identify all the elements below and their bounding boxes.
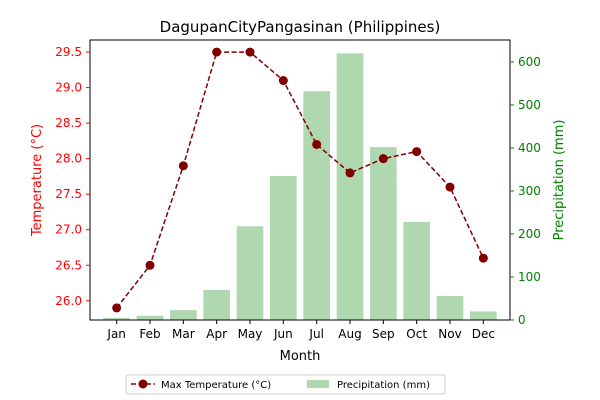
x-axis-label: Month xyxy=(280,349,321,364)
temperature-point-nov xyxy=(445,182,455,192)
x-tick-label: Aug xyxy=(338,327,361,341)
temperature-point-jun xyxy=(278,76,288,86)
y-right-tick-label: 300 xyxy=(518,184,541,198)
temperature-point-oct xyxy=(412,147,422,157)
y-right-tick-label: 600 xyxy=(518,55,541,69)
x-tick-label: Apr xyxy=(206,327,227,341)
y-left-tick-label: 29.5 xyxy=(55,45,82,59)
precipitation-bar-apr xyxy=(203,289,230,320)
x-tick-label: Nov xyxy=(438,327,461,341)
temperature-point-dec xyxy=(478,253,488,263)
precipitation-bar-aug xyxy=(336,53,364,320)
plot-frame xyxy=(89,39,511,321)
chart-title: DagupanCityPangasinan (Philippines) xyxy=(160,18,441,36)
precipitation-bar-mar xyxy=(170,310,197,320)
x-tick-label: Mar xyxy=(172,327,195,341)
x-tick-label: Oct xyxy=(406,327,427,341)
precipitation-bar-nov xyxy=(436,295,464,320)
y-right-tick-label: 500 xyxy=(518,98,541,112)
y-left-tick-label: 27.0 xyxy=(55,223,82,237)
y-left-tick-label: 29.0 xyxy=(55,81,82,95)
x-tick-label: Jun xyxy=(273,327,293,341)
temperature-line xyxy=(116,51,485,309)
x-tick-label: Sep xyxy=(372,327,395,341)
temperature-point-aug xyxy=(345,168,355,178)
precipitation-bar-sep xyxy=(370,147,397,320)
precipitation-bar-feb xyxy=(136,315,164,320)
legend: Max Temperature (°C) Precipitation (mm) xyxy=(125,374,446,395)
y-right-tick-label: 400 xyxy=(518,141,541,155)
y-right-tick-label: 0 xyxy=(518,313,526,327)
legend-frame xyxy=(125,374,446,395)
y-left-tick-label: 26.5 xyxy=(55,258,82,272)
temperature-point-jan xyxy=(112,303,122,313)
precipitation-bar-dec xyxy=(470,311,497,320)
y-left-tick-label: 26.0 xyxy=(55,294,82,308)
x-tick-label: Jul xyxy=(308,327,323,341)
precipitation-bar-jul xyxy=(303,91,330,320)
temperature-point-may xyxy=(245,47,255,57)
x-tick-label: Jan xyxy=(106,327,126,341)
y-axis-left: 26.0 26.5 27.0 27.5 28.0 28.5 29.0 29.5 xyxy=(55,45,90,308)
legend-temperature-marker xyxy=(138,379,148,389)
precipitation-bar-oct xyxy=(403,221,430,320)
precipitation-bar-may xyxy=(236,226,264,320)
temperature-line-series xyxy=(112,47,488,313)
y-axis-right-label: Precipitation (mm) xyxy=(552,120,567,241)
precipitation-bars xyxy=(103,53,497,320)
precipitation-bar-jun xyxy=(270,175,297,320)
precipitation-bar-jan xyxy=(103,317,130,320)
y-axis-right: 0 100 200 300 400 500 600 xyxy=(510,55,541,327)
y-axis-left-label: Temperature (°C) xyxy=(30,124,45,237)
x-tick-label: Feb xyxy=(139,327,160,341)
legend-precipitation-swatch xyxy=(307,380,329,388)
x-axis: Jan Feb Mar Apr May Jun Jul Aug Sep Oct Nov Dec xyxy=(106,320,495,341)
y-left-tick-label: 28.0 xyxy=(55,152,82,166)
temperature-point-jul xyxy=(312,139,322,149)
legend-temperature-label: Max Temperature (°C) xyxy=(161,380,271,391)
temperature-point-mar xyxy=(178,161,188,171)
y-left-tick-label: 27.5 xyxy=(55,187,82,201)
y-right-tick-label: 200 xyxy=(518,227,541,241)
temperature-point-apr xyxy=(212,47,222,57)
y-left-tick-label: 28.5 xyxy=(55,116,82,130)
y-right-tick-label: 100 xyxy=(518,270,541,284)
legend-precipitation-label: Precipitation (mm) xyxy=(337,380,430,391)
x-tick-label: Dec xyxy=(472,327,495,341)
temperature-point-sep xyxy=(378,154,388,164)
temperature-point-feb xyxy=(145,260,155,270)
x-tick-label: May xyxy=(238,327,263,341)
